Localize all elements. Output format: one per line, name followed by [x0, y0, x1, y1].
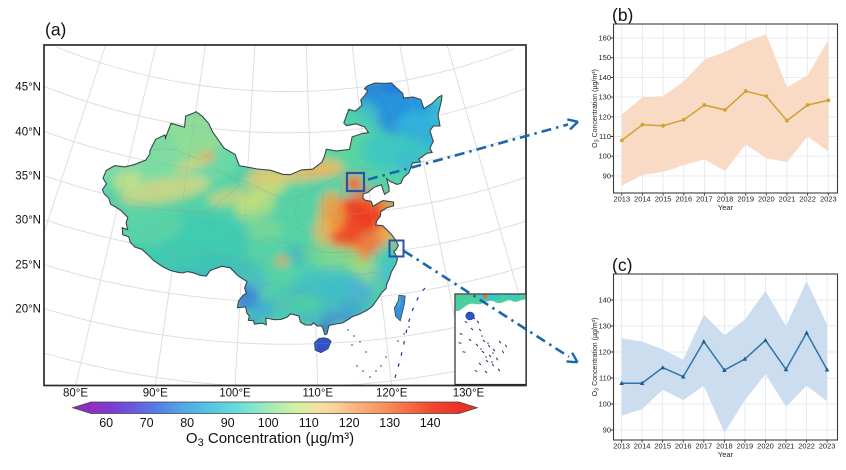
svg-text:2021: 2021 [778, 442, 795, 451]
svg-text:35°N: 35°N [15, 171, 41, 183]
svg-text:90: 90 [603, 171, 611, 180]
svg-text:100: 100 [598, 400, 611, 409]
svg-text:130: 130 [379, 416, 400, 430]
svg-text:140: 140 [598, 296, 611, 305]
svg-text:2017: 2017 [696, 195, 713, 204]
svg-text:100: 100 [598, 152, 611, 161]
svg-text:90: 90 [603, 426, 611, 435]
svg-text:2016: 2016 [675, 442, 692, 451]
svg-text:2018: 2018 [716, 442, 733, 451]
svg-text:150: 150 [598, 53, 611, 62]
svg-text:(c): (c) [612, 255, 632, 275]
svg-text:2020: 2020 [758, 195, 775, 204]
svg-text:45°N: 45°N [15, 81, 41, 93]
svg-text:20°N: 20°N [15, 304, 41, 316]
svg-text:40°N: 40°N [15, 126, 41, 138]
svg-text:90°E: 90°E [143, 388, 168, 400]
svg-text:70: 70 [140, 416, 154, 430]
svg-text:2023: 2023 [820, 195, 837, 204]
svg-text:80: 80 [180, 416, 194, 430]
svg-text:30°N: 30°N [15, 215, 41, 227]
svg-text:(a): (a) [45, 20, 66, 40]
svg-text:140: 140 [598, 73, 611, 82]
svg-text:110°E: 110°E [302, 388, 333, 400]
svg-text:160: 160 [598, 34, 611, 43]
svg-text:2014: 2014 [634, 195, 651, 204]
svg-text:110: 110 [599, 374, 611, 383]
svg-text:120: 120 [598, 112, 611, 121]
svg-text:2013: 2013 [613, 442, 630, 451]
svg-text:2015: 2015 [654, 442, 671, 451]
svg-text:O3 Concentration (µg/m³): O3 Concentration (µg/m³) [592, 69, 601, 148]
svg-text:O3 Concentration (µg/m³): O3 Concentration (µg/m³) [186, 430, 354, 449]
svg-text:140: 140 [420, 416, 441, 430]
svg-text:120: 120 [339, 416, 360, 430]
svg-text:2013: 2013 [613, 195, 630, 204]
svg-text:2014: 2014 [634, 442, 651, 451]
svg-text:2022: 2022 [798, 442, 815, 451]
svg-text:2020: 2020 [757, 442, 774, 451]
svg-text:2023: 2023 [819, 442, 836, 451]
svg-text:100°E: 100°E [219, 388, 251, 400]
svg-text:Year: Year [718, 450, 734, 459]
svg-text:90: 90 [221, 416, 235, 430]
svg-text:2018: 2018 [717, 195, 734, 204]
svg-text:100: 100 [258, 416, 279, 430]
svg-text:O3 Concentration (µg/m³): O3 Concentration (µg/m³) [592, 318, 601, 397]
svg-text:2015: 2015 [655, 195, 672, 204]
svg-text:2019: 2019 [737, 195, 754, 204]
svg-text:(b): (b) [612, 5, 633, 25]
svg-text:130: 130 [598, 93, 611, 102]
svg-text:60: 60 [99, 416, 113, 430]
svg-text:80°E: 80°E [63, 388, 88, 400]
svg-text:2022: 2022 [799, 195, 816, 204]
svg-text:Year: Year [718, 203, 734, 212]
svg-text:25°N: 25°N [15, 260, 41, 272]
svg-text:110: 110 [299, 416, 319, 430]
svg-text:2021: 2021 [779, 195, 796, 204]
svg-text:2017: 2017 [695, 442, 712, 451]
svg-text:2019: 2019 [737, 442, 754, 451]
svg-text:2016: 2016 [675, 195, 692, 204]
svg-text:120°E: 120°E [376, 388, 408, 400]
svg-text:130°E: 130°E [453, 388, 485, 400]
svg-text:130: 130 [598, 322, 611, 331]
svg-text:120: 120 [598, 348, 611, 357]
svg-text:110: 110 [599, 132, 611, 141]
